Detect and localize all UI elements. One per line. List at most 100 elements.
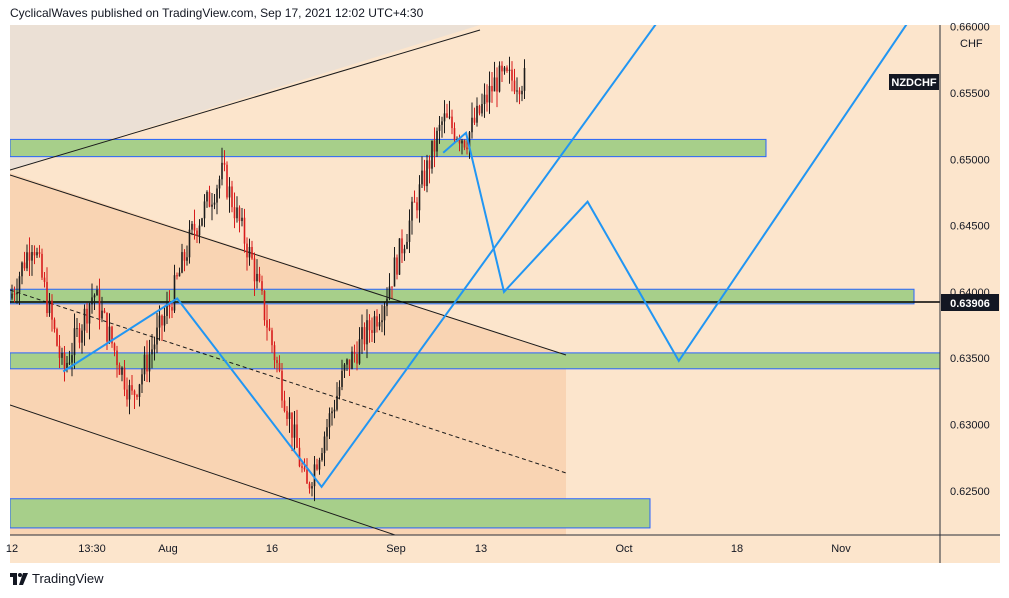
candle [418, 175, 421, 223]
upper-trendline [10, 29, 481, 171]
candle [283, 390, 286, 413]
candle [308, 481, 311, 494]
current-price-tag: 0.63906 [950, 298, 990, 310]
candle [261, 275, 263, 295]
zone-3[interactable] [10, 352, 940, 370]
candle [121, 366, 123, 382]
candle [483, 83, 486, 118]
tradingview-brand: TradingView [32, 571, 104, 586]
candle [33, 245, 36, 265]
candle [323, 431, 326, 467]
candle [61, 347, 63, 365]
candle [11, 284, 13, 301]
candle [396, 254, 398, 280]
candle [508, 56, 511, 84]
candle [123, 359, 126, 397]
candle [378, 313, 381, 331]
candle [31, 244, 33, 276]
candle [446, 103, 448, 119]
candle [96, 285, 98, 296]
candle [481, 93, 483, 117]
candle [158, 305, 161, 341]
candle [256, 259, 258, 289]
candle [388, 273, 391, 301]
candle [43, 272, 46, 288]
candle [141, 368, 143, 393]
candle [58, 335, 61, 369]
candle [81, 324, 83, 354]
candle [511, 61, 513, 92]
candle [181, 243, 183, 274]
candle [83, 304, 86, 346]
candle [193, 209, 196, 240]
candle [513, 68, 516, 95]
candle [436, 127, 438, 157]
candle [166, 291, 168, 325]
candle [488, 71, 491, 114]
x-tick-label: 13:30 [78, 543, 106, 555]
candle [288, 397, 291, 433]
candle [333, 399, 336, 419]
channel-lower-line [10, 404, 396, 535]
candle [113, 342, 116, 357]
candle [471, 102, 473, 139]
y-tick-label: 0.65000 [950, 154, 990, 166]
x-tick-label: 12 [6, 543, 18, 555]
candle [363, 322, 366, 351]
candle [218, 175, 221, 199]
candle [428, 155, 431, 184]
candle [171, 301, 173, 318]
candle [161, 314, 163, 341]
candle [93, 293, 96, 310]
candle [391, 286, 393, 299]
candle [238, 205, 241, 233]
zone-2[interactable] [10, 288, 915, 305]
y-tick-label: 0.65500 [950, 88, 990, 100]
candle [383, 302, 386, 336]
candle [48, 293, 51, 317]
candle [56, 327, 58, 347]
candle [128, 379, 131, 415]
candle [271, 327, 273, 353]
candle [203, 194, 206, 228]
candle [268, 319, 271, 332]
upper-channel-shade [10, 25, 480, 170]
candle [98, 278, 101, 330]
candle [371, 317, 373, 343]
candle [178, 267, 181, 277]
candle [13, 286, 16, 303]
candle [73, 313, 76, 369]
candle [501, 61, 503, 82]
candle [343, 362, 346, 379]
candle [523, 59, 526, 100]
projection-path-1[interactable] [62, 24, 657, 489]
candle [138, 383, 141, 407]
candle [408, 209, 411, 253]
candle [278, 355, 281, 373]
candle [411, 196, 413, 235]
candle [376, 309, 378, 333]
candle [296, 409, 298, 449]
candle [306, 458, 308, 484]
candle [336, 382, 338, 412]
current-price-tag-bg [941, 294, 999, 311]
candle [101, 296, 103, 323]
candle [221, 147, 223, 186]
candle [71, 342, 73, 377]
candle [118, 362, 121, 375]
candle [473, 107, 476, 126]
y-tick-label: 0.66000 [950, 22, 990, 34]
x-tick-label: Oct [615, 543, 632, 555]
candle [253, 252, 256, 296]
candle [518, 87, 521, 105]
candle [198, 219, 201, 244]
candle [213, 194, 216, 210]
x-tick-label: 13 [475, 543, 487, 555]
candle [398, 238, 401, 276]
projection-path-2[interactable] [442, 24, 908, 363]
zone-1[interactable] [10, 138, 767, 158]
candle [63, 345, 66, 382]
candle [153, 336, 156, 361]
channel-upper-line [10, 174, 567, 356]
